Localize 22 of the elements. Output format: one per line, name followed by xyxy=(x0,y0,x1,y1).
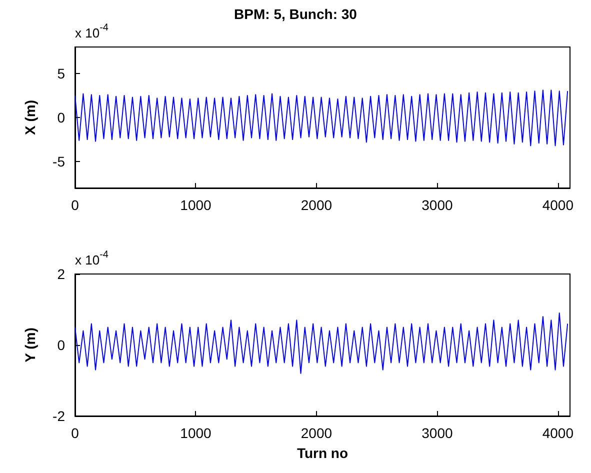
y-tick-label: -2 xyxy=(52,408,66,424)
y-tick-label: 0 xyxy=(57,110,66,126)
y-tick-label: -5 xyxy=(52,154,66,170)
x-tick-label: 2000 xyxy=(300,197,332,213)
x-tick-label: 3000 xyxy=(422,425,453,441)
y-axis-title: Y (m) xyxy=(22,328,38,362)
chart-title: BPM: 5, Bunch: 30 xyxy=(234,6,358,22)
x-tick-label: 4000 xyxy=(542,197,574,213)
x-tick-label: 1000 xyxy=(180,197,212,213)
y-tick-label: 0 xyxy=(57,337,66,353)
x-tick-label: 1000 xyxy=(180,425,212,441)
x-tick-label: 0 xyxy=(71,197,80,213)
x-tick-label: 0 xyxy=(71,425,80,441)
x-tick-label: 3000 xyxy=(422,197,453,213)
y-tick-label: 2 xyxy=(57,266,66,282)
line-series xyxy=(74,90,568,146)
y-tick-label: 5 xyxy=(57,65,66,82)
line-series xyxy=(74,312,568,374)
x-axis-title: Turn no xyxy=(296,445,348,461)
x-tick-label: 2000 xyxy=(300,425,332,441)
x-tick-label: 4000 xyxy=(542,425,574,441)
y-axis-title: X (m) xyxy=(22,100,38,135)
